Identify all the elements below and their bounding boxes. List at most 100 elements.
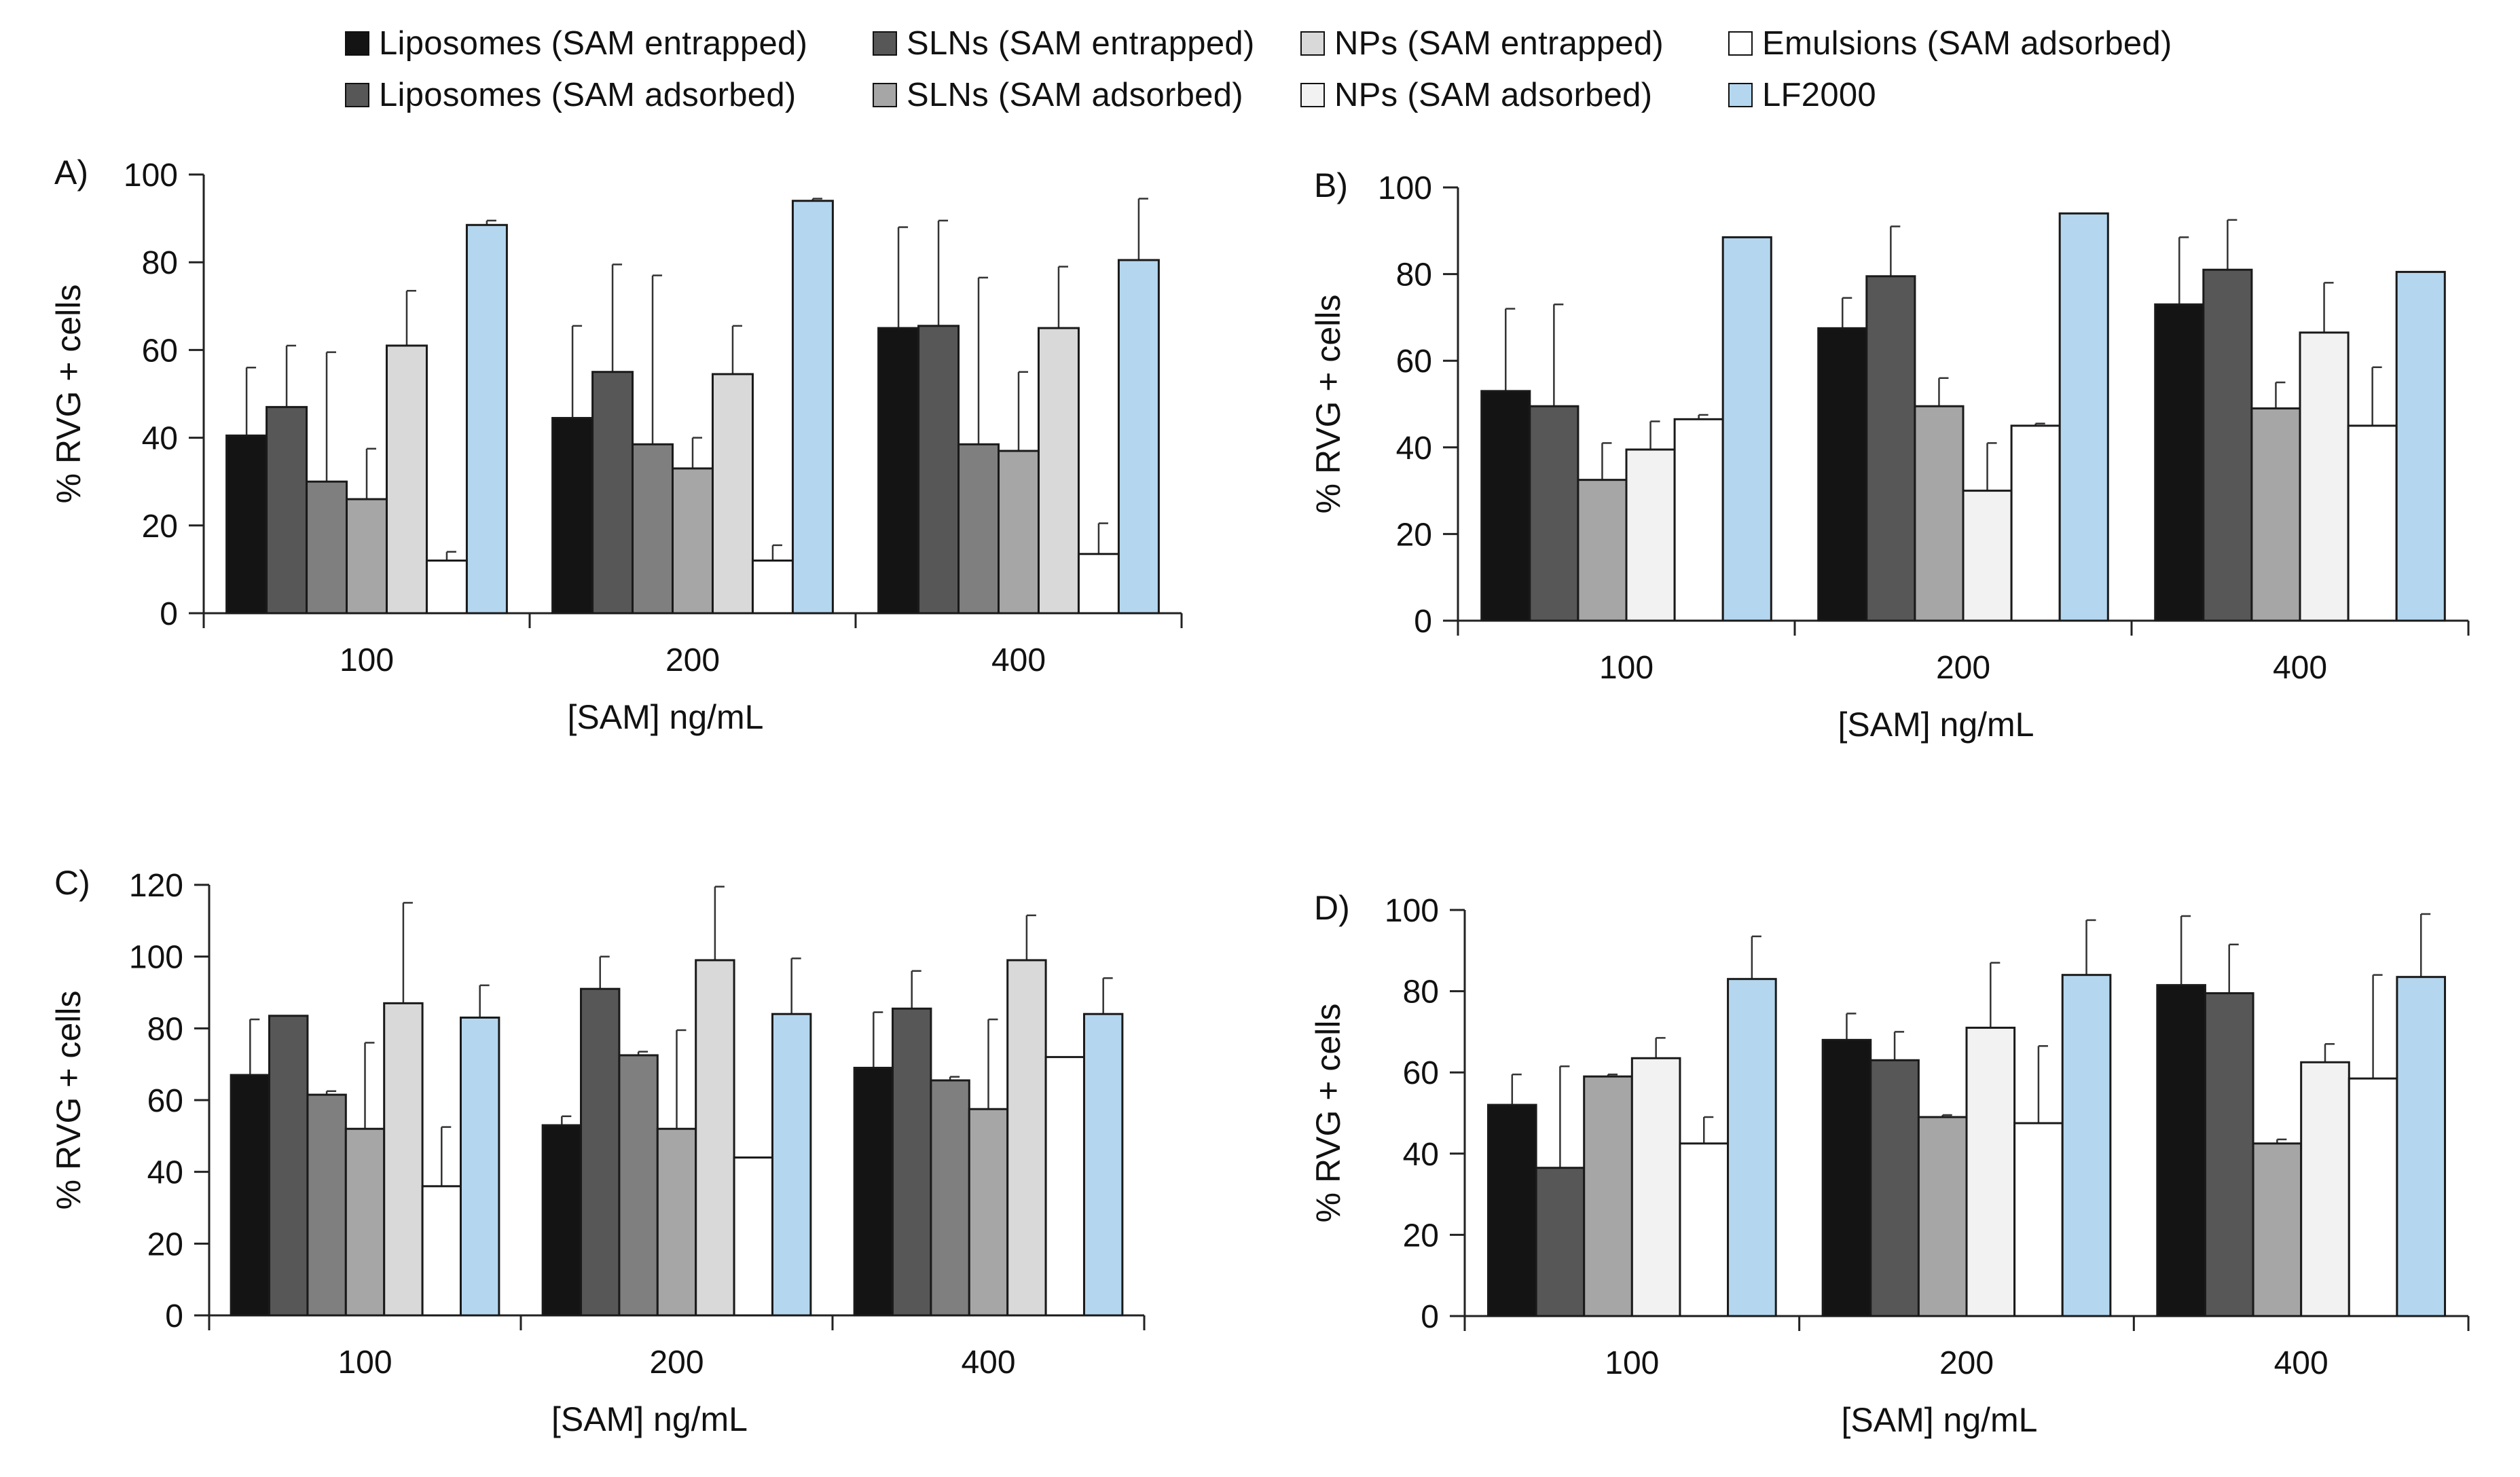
bar (383, 1002, 424, 1317)
x-axis-title: [SAM] ng/mL (1842, 1401, 2038, 1439)
legend-item-emulsions-adsorbed: Emulsions (SAM adsorbed) (1728, 24, 2172, 62)
bar (225, 434, 268, 615)
x-tick-label: 400 (2273, 650, 2327, 686)
bar (632, 443, 674, 615)
y-tick-label: 80 (147, 1011, 183, 1047)
y-tick-label: 20 (1403, 1218, 1439, 1254)
legend-item-nps-entrapped: NPs (SAM entrapped) (1300, 24, 1664, 62)
bar (425, 559, 468, 615)
bar (2061, 974, 2112, 1317)
x-tick-label: 100 (1605, 1345, 1659, 1381)
bar (968, 1108, 1009, 1317)
legend-label: NPs (SAM adsorbed) (1334, 77, 1653, 113)
bar (1077, 553, 1120, 615)
legend-item-liposomes-entrapped: Liposomes (SAM entrapped) (345, 24, 807, 62)
bar (1965, 1026, 2016, 1317)
bar (1037, 327, 1080, 615)
bar (346, 498, 388, 615)
bar (2347, 424, 2398, 622)
x-tick-label: 400 (961, 1345, 1015, 1381)
chart-panel-a: A) 0 20 40 60 80 100 100 200 400 [SAM] ng/mL % RVG … (50, 153, 1183, 736)
x-tick-label: 400 (991, 642, 1046, 678)
bar (2250, 407, 2301, 622)
y-tick-label: 20 (147, 1226, 183, 1262)
bar (733, 1156, 773, 1317)
bar (2299, 331, 2350, 622)
y-tick-label: 100 (1385, 893, 1439, 929)
bar (2204, 992, 2254, 1317)
y-tick-label: 60 (142, 333, 178, 369)
bar (580, 987, 621, 1317)
bar (1917, 1116, 1968, 1317)
bar (541, 1124, 583, 1317)
y-axis-title: % RVG + cells (1309, 1004, 1347, 1223)
y-tick-label: 40 (1403, 1137, 1439, 1173)
bar (2202, 268, 2253, 622)
bar (2154, 303, 2205, 622)
bar (877, 327, 920, 615)
bar (711, 373, 754, 615)
x-tick-label: 200 (665, 642, 720, 678)
y-tick-label: 20 (1396, 517, 1432, 553)
x-axis-title: [SAM] ng/mL (551, 1400, 748, 1438)
bar (1869, 1059, 1920, 1317)
y-tick-label: 100 (124, 158, 178, 194)
x-axis-title: [SAM] ng/mL (1838, 706, 2034, 744)
panel-label: B) (1314, 166, 1348, 204)
bar (2058, 212, 2109, 622)
bar (591, 371, 634, 615)
y-tick-label: 120 (129, 868, 183, 904)
bar (465, 223, 508, 615)
bar (695, 959, 735, 1317)
bar (672, 467, 714, 615)
bar (1577, 479, 1628, 622)
y-tick-label: 80 (1396, 257, 1432, 293)
x-tick-label: 100 (1599, 650, 1654, 686)
bar (2395, 270, 2446, 622)
bar (1962, 490, 2013, 622)
y-tick-label: 0 (1421, 1299, 1439, 1335)
bar (1529, 405, 1579, 622)
y-tick-label: 60 (1403, 1055, 1439, 1091)
y-axis-title: % RVG + cells (50, 991, 88, 1210)
y-tick-label: 100 (129, 940, 183, 976)
x-axis-title: [SAM] ng/mL (568, 698, 764, 736)
bar (1630, 1057, 1681, 1317)
panel-label: C) (54, 864, 90, 902)
bar (656, 1127, 697, 1317)
bar (771, 1013, 812, 1317)
legend-swatch (873, 31, 897, 56)
y-tick-label: 0 (1414, 604, 1432, 640)
bar (1583, 1075, 1633, 1317)
bar (2300, 1061, 2350, 1317)
y-axis-title: % RVG + cells (50, 285, 88, 504)
legend-label: SLNs (SAM entrapped) (907, 25, 1255, 62)
x-tick-label: 400 (2274, 1345, 2329, 1381)
bar (1044, 1056, 1085, 1317)
bar (1817, 327, 1868, 622)
bar (230, 1074, 271, 1317)
legend-item-slns-adsorbed: SLNs (SAM adsorbed) (873, 76, 1243, 114)
bar (1727, 978, 1777, 1317)
y-tick-label: 60 (147, 1083, 183, 1119)
legend-label: Emulsions (SAM adsorbed) (1762, 25, 2172, 62)
bar (1535, 1167, 1586, 1317)
x-tick-label: 200 (649, 1345, 704, 1381)
legend-label: Liposomes (SAM entrapped) (379, 25, 808, 62)
bar (930, 1079, 970, 1317)
y-axis-title: % RVG + cells (1309, 295, 1347, 514)
legend-swatch (873, 83, 897, 107)
bar (1486, 1104, 1537, 1317)
y-tick-label: 60 (1396, 344, 1432, 380)
y-tick-label: 40 (1396, 431, 1432, 467)
panel-label: D) (1314, 889, 1350, 927)
legend-swatch (1300, 31, 1325, 56)
legend-swatch (1300, 83, 1325, 107)
legend-item-nps-adsorbed: NPs (SAM adsorbed) (1300, 76, 1652, 114)
bar (1821, 1038, 1872, 1317)
bar (1721, 236, 1772, 622)
bar (1625, 448, 1676, 622)
bar (306, 1093, 347, 1317)
panel-label: A) (54, 153, 88, 192)
legend-swatch (345, 83, 369, 107)
